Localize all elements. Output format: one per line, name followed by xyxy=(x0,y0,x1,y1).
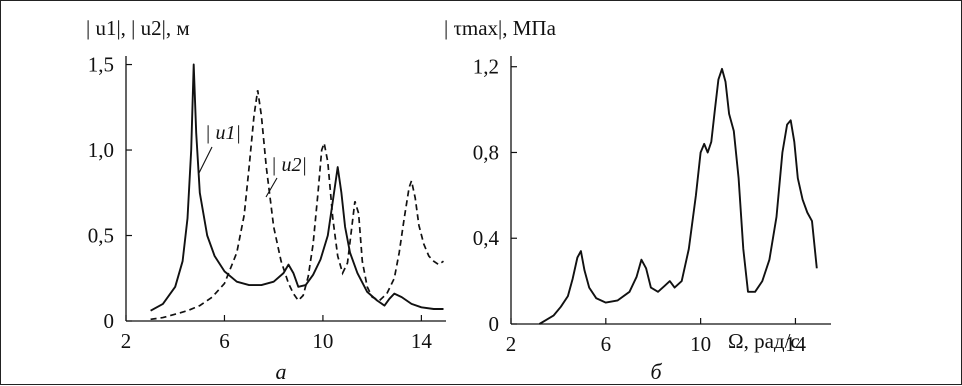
chart-b-x-tick-label: 6 xyxy=(601,332,612,356)
chart-b-y-axis-label: | τmax|, МПа xyxy=(444,16,557,40)
chart-a-u1-label: | u1| xyxy=(205,122,241,144)
chart-b-panel-label: б xyxy=(650,359,662,384)
chart-b-series-line-1 xyxy=(538,67,818,325)
chart-a-u2-label: | u2| xyxy=(271,154,307,176)
chart-b-y-tick-label: 0,8 xyxy=(473,140,499,164)
chart-a-y-axis-label: | u1|, | u2|, м xyxy=(86,16,190,40)
chart-a-x-tick-label: 10 xyxy=(312,329,333,353)
chart-b-y-tick-label: 0 xyxy=(489,312,500,336)
chart-a-x-tick-label: 6 xyxy=(219,329,230,353)
chart-b-x-tick-label: 10 xyxy=(690,332,711,356)
chart-b-y-tick-label: 0,4 xyxy=(473,226,500,250)
chart-a-series-line-1 xyxy=(150,63,444,312)
chart-b-y-tick-label: 1,2 xyxy=(473,55,499,79)
chart-a-y-tick-label: 0,5 xyxy=(88,224,114,248)
chart-a-x-tick-label: 14 xyxy=(411,329,433,353)
chart-b-x-tick-label: 14 xyxy=(785,332,807,356)
chart-a-panel-label: а xyxy=(276,359,287,384)
chart-a-series-line-2 xyxy=(150,90,444,321)
chart-b-x-axis-label: Ω, рад/с xyxy=(728,329,800,353)
chart-a-y-tick-label: 1,5 xyxy=(88,53,114,77)
chart-a-y-tick-label: 1,0 xyxy=(88,138,114,162)
chart-a-y-tick-label: 0 xyxy=(104,309,115,333)
chart-a-x-tick-label: 2 xyxy=(121,329,132,353)
chart-a-u2-leader xyxy=(265,177,278,198)
chart-a-u1-leader xyxy=(198,146,213,174)
chart-b-x-tick-label: 2 xyxy=(506,332,517,356)
